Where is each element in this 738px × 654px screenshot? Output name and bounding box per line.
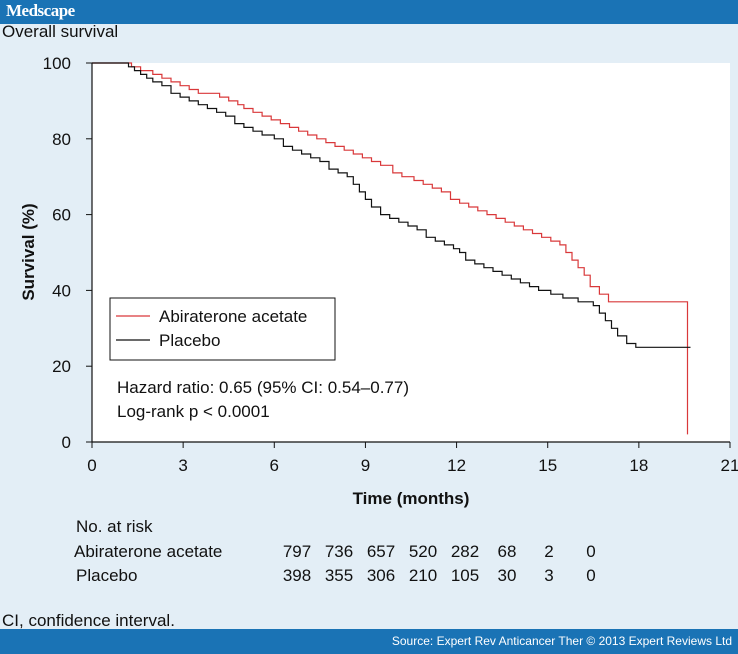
risk-value: 736 [324, 542, 354, 561]
risk-value: 3 [544, 566, 554, 585]
risk-value: 30 [497, 566, 517, 585]
x-axis-label: Time (months) [353, 489, 470, 508]
risk-value: 797 [282, 542, 312, 561]
log-rank-annotation: Log-rank p < 0.0001 [117, 402, 270, 421]
series-line-abiraterone [92, 62, 689, 435]
x-tick-label: 18 [629, 456, 648, 475]
risk-value: 2 [544, 542, 554, 561]
y-tick-label: 0 [62, 433, 71, 452]
header-bar: Medscape [0, 0, 738, 24]
legend-box [109, 297, 336, 361]
risk-row-label-placebo: Placebo [76, 566, 138, 585]
plot-area [92, 63, 730, 442]
axis-layer: 0 3 6 9 12 15 18 21 0 20 40 60 80 100 [43, 54, 738, 475]
y-tick-label: 60 [52, 206, 71, 225]
source-credit: Source: Expert Rev Anticancer Ther © 201… [391, 634, 732, 648]
risk-value: 282 [450, 542, 480, 561]
legend-label-placebo: Placebo [159, 331, 220, 350]
brand-logo: Medscape [6, 1, 75, 20]
risk-value: 68 [497, 542, 517, 561]
x-tick-label: 9 [361, 456, 370, 475]
x-tick-label: 3 [178, 456, 187, 475]
x-tick-label: 15 [538, 456, 557, 475]
risk-value: 0 [586, 542, 596, 561]
survival-chart: 0 3 6 9 12 15 18 21 0 20 40 60 80 100 Abiraterone ace… [19, 54, 738, 508]
risk-value: 398 [282, 566, 312, 585]
y-tick-label: 100 [43, 54, 71, 73]
risk-value: 355 [324, 566, 354, 585]
risk-value: 306 [366, 566, 396, 585]
footnote: CI, confidence interval. [2, 611, 175, 630]
series-layer [92, 62, 691, 435]
source-bar: Source: Expert Rev Anticancer Ther © 201… [0, 629, 738, 654]
y-tick-label: 80 [52, 130, 71, 149]
figure-title: Overall survival [2, 22, 119, 41]
x-tick-label: 6 [270, 456, 279, 475]
x-tick-label: 21 [721, 456, 738, 475]
hazard-ratio-annotation: Hazard ratio: 0.65 (95% CI: 0.54–0.77) [117, 378, 409, 397]
y-axis-label: Survival (%) [19, 203, 38, 300]
y-tick-label: 20 [52, 357, 71, 376]
risk-value: 0 [586, 566, 596, 585]
risk-value: 657 [366, 542, 396, 561]
series-line-placebo [92, 62, 691, 348]
x-tick-label: 0 [87, 456, 96, 475]
x-tick-label: 12 [447, 456, 466, 475]
risk-value: 210 [408, 566, 438, 585]
risk-value: 105 [450, 566, 480, 585]
risk-row-label-abiraterone: Abiraterone acetate [74, 542, 223, 561]
legend-label-abiraterone: Abiraterone acetate [159, 307, 307, 326]
y-tick-label: 40 [52, 281, 71, 300]
risk-value: 520 [408, 542, 438, 561]
risk-table-title: No. at risk [76, 517, 153, 536]
